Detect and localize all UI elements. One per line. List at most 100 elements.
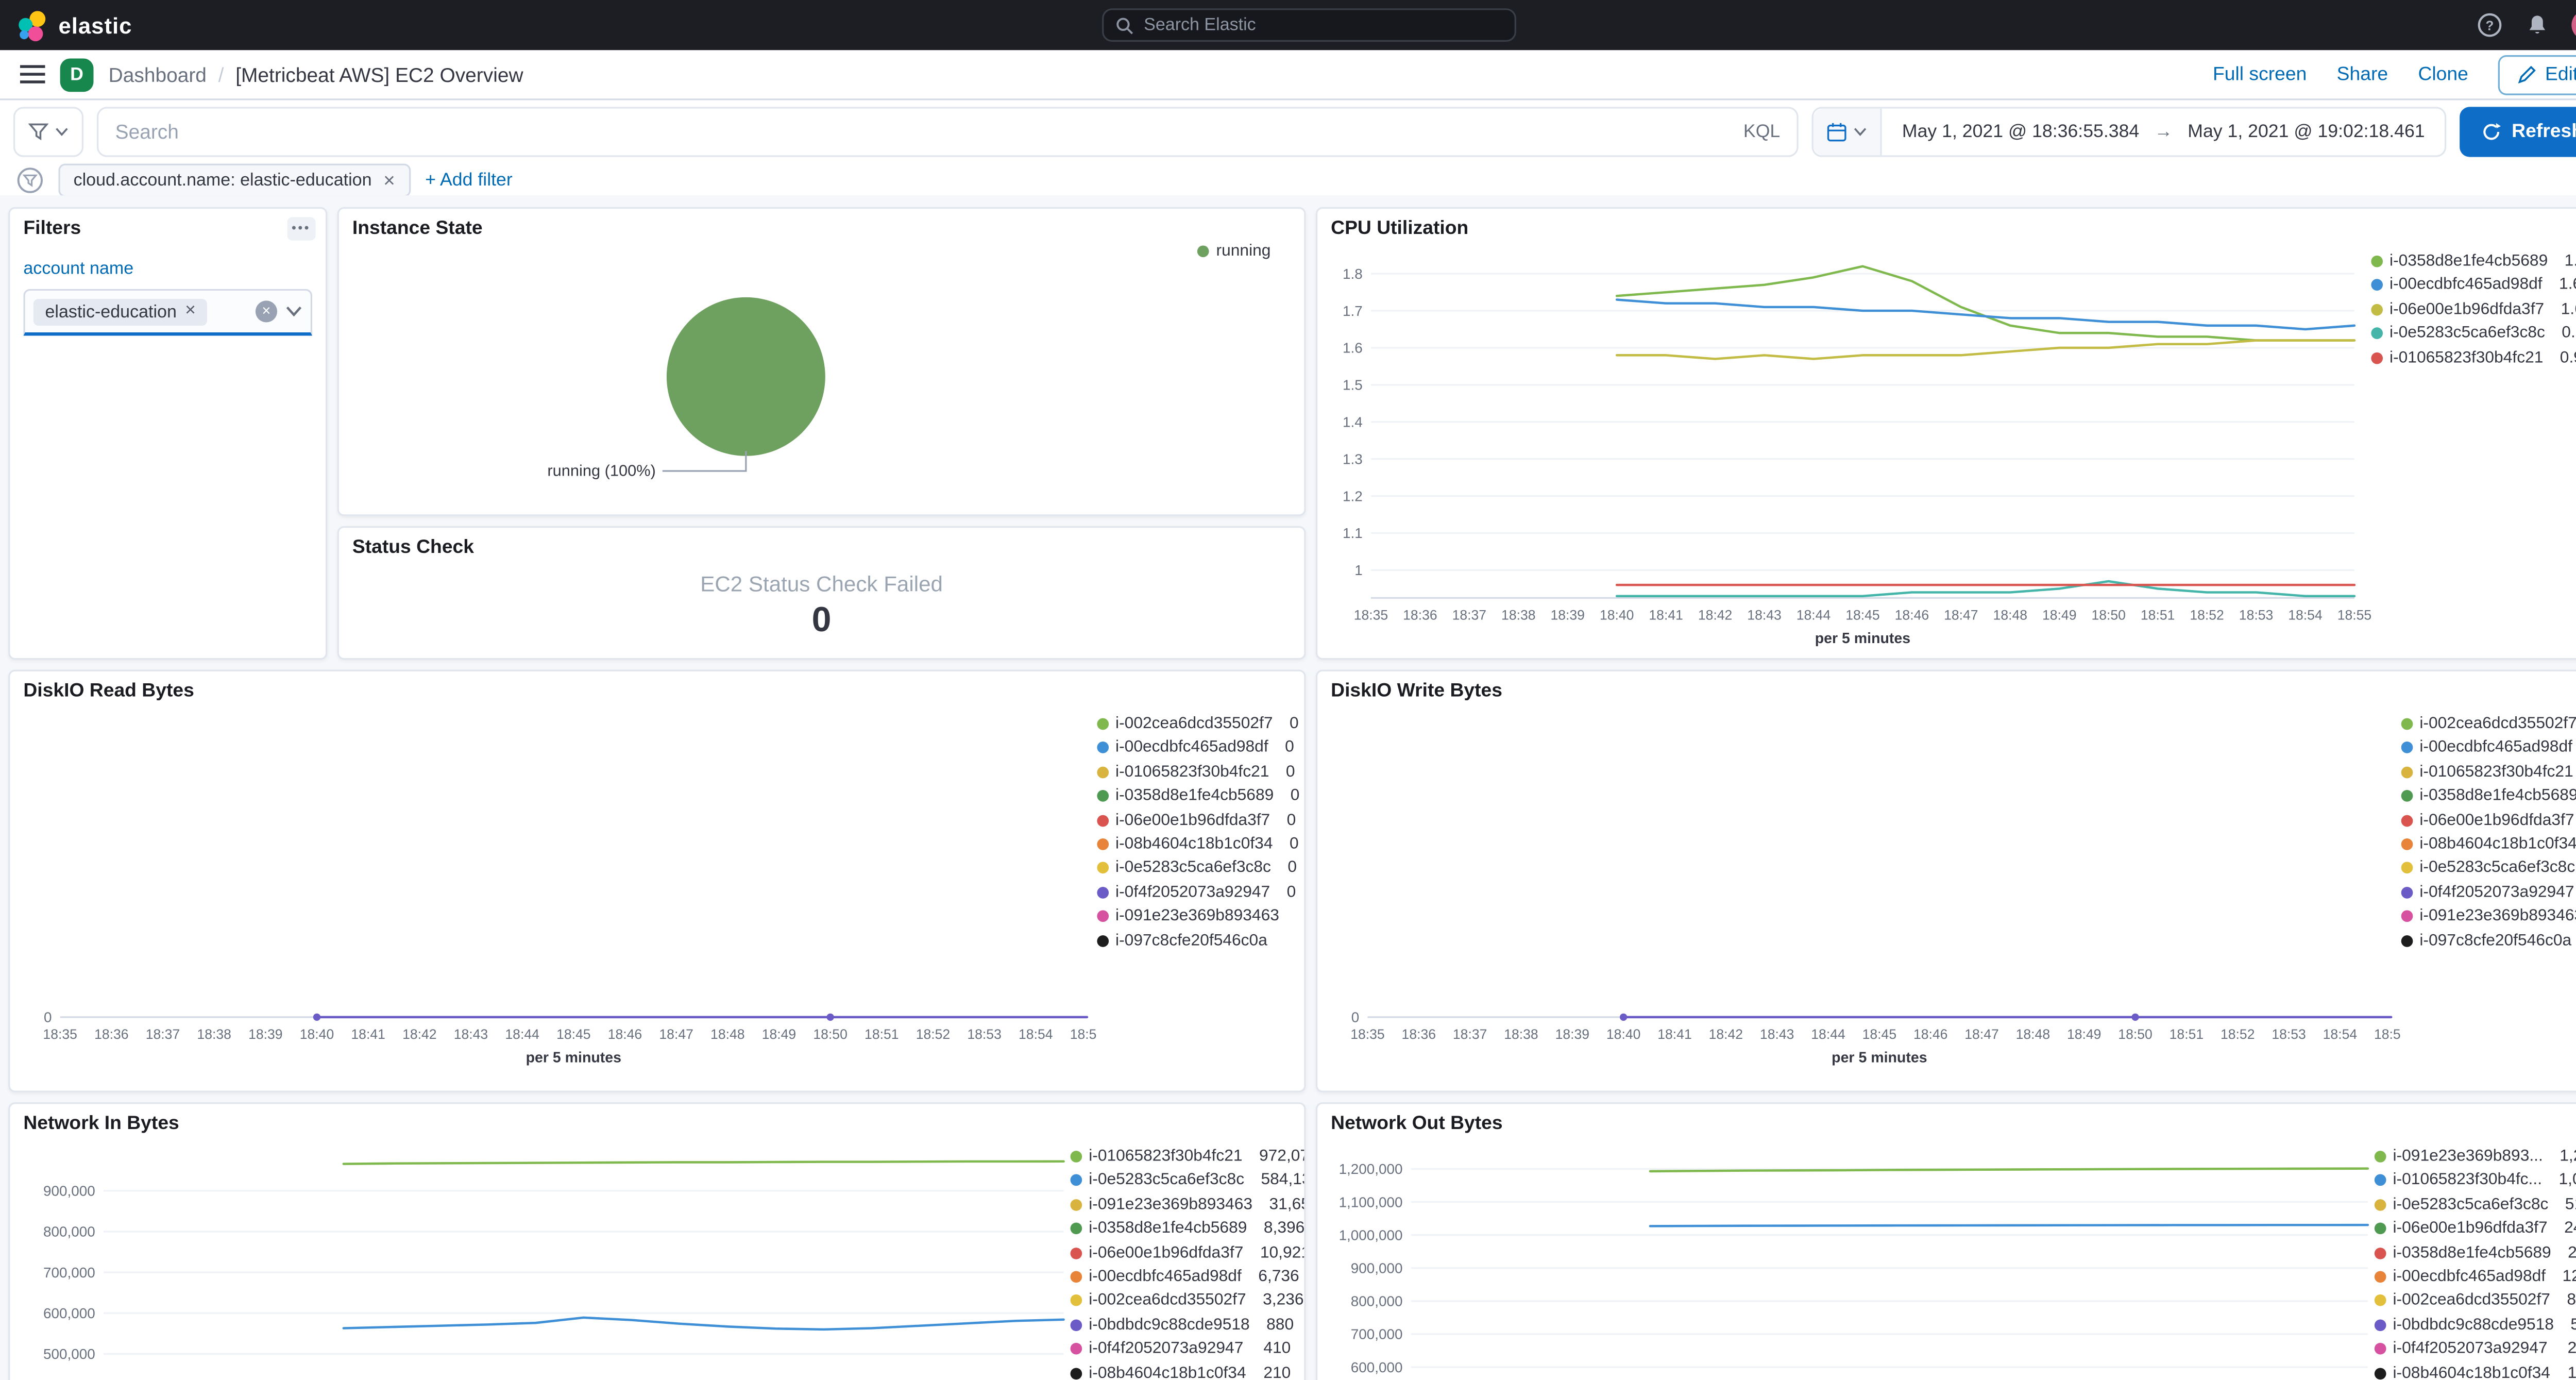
remove-selection-icon[interactable]: ×	[185, 300, 196, 321]
legend-item[interactable]: i-0e5283c5ca6ef3c8c 518,768	[2374, 1196, 2576, 1214]
legend-item[interactable]: i-091e23e369b893... 1,201,252	[2374, 1148, 2576, 1166]
panel-options-icon[interactable]: •••	[286, 217, 316, 241]
filter-options-icon[interactable]	[15, 165, 43, 194]
legend-item[interactable]: i-0e5283c5ca6ef3c8c 584,135	[1070, 1171, 1304, 1190]
svg-text:18:49: 18:49	[762, 1026, 796, 1042]
legend-item[interactable]: i-0e5283c5ca6ef3c8c 0.934	[2371, 324, 2576, 343]
legend-item[interactable]: i-091e23e369b893463 31,659	[1070, 1195, 1304, 1214]
legend-dot	[1070, 1343, 1082, 1355]
legend-item[interactable]: i-01065823f30b4fc21 972,078	[1070, 1148, 1304, 1166]
diskio-read-chart[interactable]: 0 18:35 18:36 18:37 18:38 18:39 18:40 18:41 18:4…	[16, 705, 1104, 1087]
full-screen-link[interactable]: Full screen	[2213, 64, 2307, 85]
legend-item[interactable]: i-0358d8e1fe4cb5689 1.615	[2371, 252, 2576, 271]
legend-item[interactable]: i-00ecdbfc465ad98df 1.656	[2371, 276, 2576, 295]
chevron-down-icon[interactable]	[285, 306, 302, 317]
legend-item[interactable]: i-06e00e1b96dfda3f7 24,685	[2374, 1220, 2576, 1238]
breadcrumb-dashboard[interactable]: Dashboard	[108, 62, 207, 86]
clear-selection-icon[interactable]: ×	[255, 300, 278, 323]
kql-language-button[interactable]: KQL	[1743, 121, 1781, 141]
legend-item[interactable]: i-06e00e1b96dfda3f7 10,921	[1070, 1243, 1304, 1262]
network-in-chart[interactable]: 300,000400,000500,000600,000700,000800,0…	[16, 1137, 1074, 1380]
legend-item[interactable]: i-0358d8e1fe4cb5689 22,498	[2374, 1243, 2576, 1262]
add-filter-link[interactable]: + Add filter	[425, 169, 513, 190]
legend-item[interactable]: i-08b4604c18b1c0f34 196	[2374, 1364, 2576, 1380]
share-link[interactable]: Share	[2336, 64, 2388, 85]
svg-text:800,000: 800,000	[1351, 1293, 1403, 1309]
date-range-start[interactable]: May 1, 2021 @ 18:36:55.384	[1902, 121, 2140, 141]
help-icon[interactable]: ?	[2477, 12, 2503, 39]
clone-link[interactable]: Clone	[2418, 64, 2468, 85]
legend-item[interactable]: i-00ecdbfc465ad98df 12,176	[2374, 1268, 2576, 1286]
legend-value: 588	[2561, 1316, 2576, 1334]
legend-dot	[2401, 934, 2413, 947]
legend-item[interactable]: i-0bdbdc9c88cde9518 588	[2374, 1316, 2576, 1334]
cpu-utilization-chart[interactable]: 1 1.1 1.2 1.3 1.4 1.5 1.6 1.7 1.8 18:35 18:36 18:37…	[1328, 245, 2371, 654]
svg-text:18:51: 18:51	[2141, 607, 2175, 622]
svg-text:18:35: 18:35	[1354, 607, 1388, 622]
space-avatar[interactable]: D	[60, 57, 94, 91]
legend-item[interactable]: i-00ecdbfc465ad98df 6,736	[1070, 1268, 1299, 1286]
filter-pill[interactable]: cloud.account.name: elastic-education ×	[58, 163, 411, 196]
edit-button[interactable]: Edit	[2498, 54, 2576, 95]
svg-text:600,000: 600,000	[1351, 1359, 1403, 1375]
svg-text:18:50: 18:50	[2091, 607, 2125, 622]
brand[interactable]: elastic	[16, 9, 132, 41]
account-name-label[interactable]: account name	[23, 259, 134, 279]
notifications-icon[interactable]	[2525, 12, 2550, 39]
combobox-selection[interactable]: elastic-education ×	[33, 298, 208, 325]
legend-value: 8,779	[2567, 1291, 2576, 1310]
legend-item[interactable]: i-097c8cfe20f546c0a	[2401, 931, 2576, 950]
legend-item[interactable]: i-002cea6dcd35502f7 8,779	[2374, 1291, 2576, 1310]
remove-filter-icon[interactable]: ×	[383, 167, 395, 192]
svg-text:18:35: 18:35	[43, 1026, 77, 1042]
instance-state-panel: Instance State running running (100%)	[337, 207, 1306, 516]
legend-item[interactable]: i-0f4f2052073a92947 208	[2374, 1339, 2576, 1358]
legend-value: 208	[2567, 1339, 2576, 1358]
user-avatar[interactable]: m	[2571, 10, 2576, 40]
legend-dot	[2401, 886, 2413, 898]
legend-item[interactable]: i-01065823f30b4fc21 0.963	[2371, 348, 2576, 367]
legend-item[interactable]: i-08b4604c18b1c0f34 210	[1070, 1364, 1291, 1380]
legend-item[interactable]: i-0f4f2052073a92947 410	[1070, 1340, 1291, 1358]
legend-item[interactable]: i-091e23e369b893463	[1097, 907, 1291, 925]
date-range-end[interactable]: May 1, 2021 @ 19:02:18.461	[2188, 121, 2425, 141]
svg-text:18:39: 18:39	[1551, 607, 1585, 622]
refresh-button[interactable]: Refresh	[2460, 106, 2576, 157]
legend-item[interactable]: i-06e00e1b96dfda3f7 1.617	[2371, 300, 2576, 318]
date-quick-select-button[interactable]	[1814, 108, 1882, 155]
legend-item[interactable]: i-0bdbdc9c88cde9518 880	[1070, 1316, 1294, 1334]
legend-item[interactable]: i-097c8cfe20f546c0a	[1097, 931, 1291, 950]
legend-item[interactable]: i-091e23e369b893463	[2401, 907, 2576, 925]
cpu-utilization-panel: CPU Utilization i-0358d8e1fe4cb5689 1.615…	[1315, 207, 2576, 660]
instance-state-pie-chart[interactable]: running (100%)	[349, 242, 1294, 511]
query-input[interactable]: Search KQL	[96, 106, 1799, 157]
global-search-input[interactable]: Search Elastic	[1102, 8, 1516, 42]
legend-item[interactable]: i-0358d8e1fe4cb5689 8,396	[1070, 1220, 1304, 1238]
menu-icon[interactable]	[20, 63, 45, 85]
saved-query-menu-button[interactable]	[13, 106, 84, 157]
network-out-chart[interactable]: 400,000500,000600,000700,000800,000900,0…	[1324, 1137, 2378, 1380]
legend-item[interactable]: i-002cea6dcd35502f7 3,236	[1070, 1291, 1304, 1310]
svg-text:800,000: 800,000	[43, 1224, 95, 1240]
legend-item[interactable]: running	[1197, 242, 1287, 261]
legend-item[interactable]: i-01065823f30b4fc... 1,030,384	[2374, 1171, 2576, 1190]
legend-label: i-091e23e369b893463	[1089, 1195, 1253, 1214]
account-name-combobox[interactable]: elastic-education × ×	[23, 289, 313, 336]
diskio-write-chart[interactable]: 0 18:35 18:36 18:37 18:38 18:39 18:40 18:41 18:4…	[1324, 705, 2408, 1087]
